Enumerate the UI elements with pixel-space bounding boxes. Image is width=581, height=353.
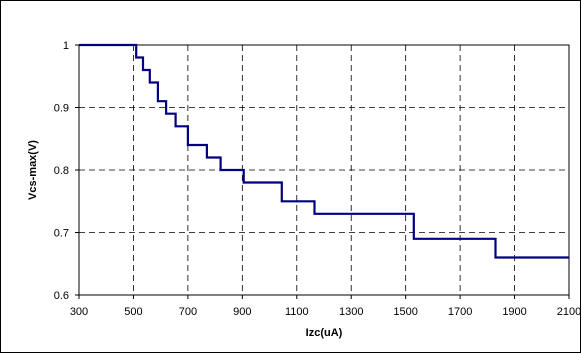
x-tick-label: 300 — [70, 306, 88, 318]
x-tick-label: 1700 — [448, 306, 472, 318]
y-tick-label: 1 — [63, 40, 69, 52]
x-tick-label: 900 — [233, 306, 251, 318]
x-axis-title: Izc(uA) — [306, 327, 343, 339]
y-tick-label: 0.7 — [54, 228, 69, 240]
x-tick-label: 1300 — [339, 306, 363, 318]
x-tick-label: 2100 — [557, 306, 581, 318]
x-tick-label: 500 — [124, 306, 142, 318]
x-tick-label: 700 — [179, 306, 197, 318]
y-tick-label: 0.8 — [54, 165, 69, 177]
y-axis-title: Vcs-max(V) — [27, 140, 39, 200]
x-tick-label: 1100 — [285, 306, 309, 318]
series-line — [79, 43, 569, 259]
y-tick-label: 0.9 — [54, 103, 69, 115]
y-tick-label: 0.6 — [54, 290, 69, 302]
x-tick-label: 1900 — [502, 306, 526, 318]
y-tick-labels: 0.6 0.7 0.8 0.9 1 — [54, 40, 69, 302]
x-tick-label: 1500 — [393, 306, 417, 318]
x-tick-labels: 300 500 700 900 1100 1300 1500 1700 1900 2100 — [70, 306, 581, 318]
